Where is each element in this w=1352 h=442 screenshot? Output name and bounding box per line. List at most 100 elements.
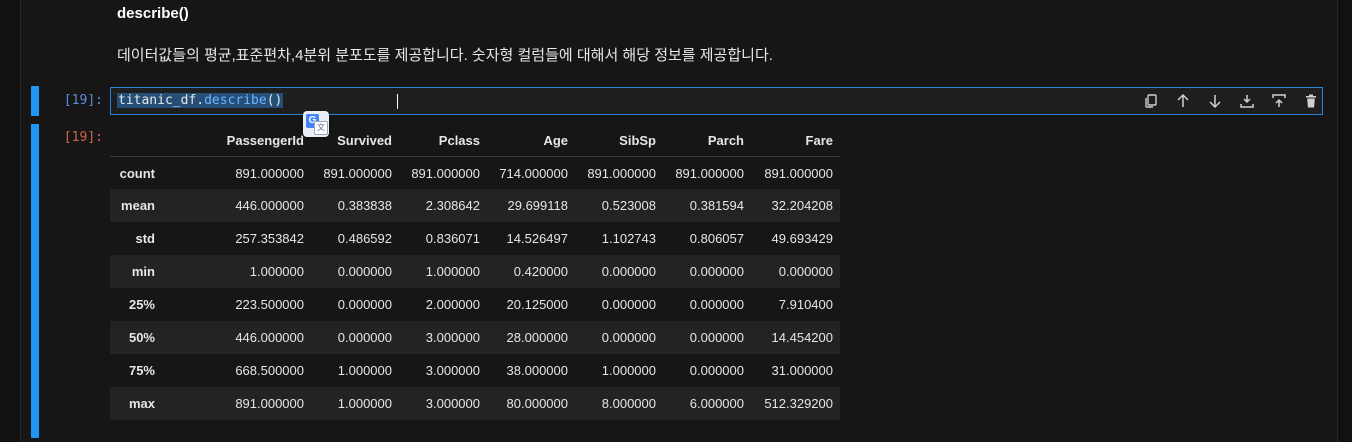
duplicate-icon [1145, 94, 1157, 108]
table-cell: 20.125000 [506, 297, 568, 312]
table-cell: 0.000000 [689, 330, 744, 345]
table-cell: 1.000000 [249, 264, 304, 279]
table-cell: 0.000000 [601, 330, 656, 345]
table-cell: 1.000000 [337, 363, 392, 378]
table-cell: 0.000000 [689, 264, 744, 279]
row-label: mean [121, 198, 155, 213]
row-label: min [131, 264, 155, 279]
table-cell: 446.000000 [235, 198, 304, 213]
table-cell: 2.000000 [425, 297, 480, 312]
table-cell: 446.000000 [235, 330, 304, 345]
table-cell: 0.000000 [337, 264, 392, 279]
translate-a-glyph: 文 [314, 121, 328, 135]
code-line[interactable]: titanic_df.describe() [117, 93, 284, 108]
markdown-text: 데이터값들의 평균,표준편차,4분위 분포도를 제공합니다. 숫자형 컬럼들에 … [117, 47, 773, 64]
insert-above-button[interactable] [1263, 91, 1295, 111]
table-cell: 28.000000 [506, 330, 568, 345]
table-cell: 2.308642 [425, 198, 480, 213]
table-cell: 0.836071 [425, 231, 480, 246]
table-cell: 512.329200 [764, 396, 833, 411]
table-cell: 14.526497 [506, 231, 568, 246]
table-cell: 0.000000 [778, 264, 833, 279]
table-cell: 0.000000 [601, 297, 656, 312]
code-parens: () [266, 93, 283, 108]
input-prompt: [19]: [63, 93, 103, 108]
table-cell: 1.000000 [425, 264, 480, 279]
describe-table: PassengerId Survived Pclass Age SibSp Parch Fa… [110, 126, 840, 420]
table-row: 50% 446.000000 0.000000 3.000000 28.000000 0.… [110, 321, 840, 354]
column-header: SibSp [575, 126, 663, 157]
text-cursor [397, 94, 398, 109]
input-collapser[interactable] [31, 86, 39, 116]
table-cell: 7.910400 [778, 297, 833, 312]
table-cell: 31.000000 [771, 363, 833, 378]
table-cell: 0.420000 [513, 264, 568, 279]
table-cell: 0.000000 [601, 264, 656, 279]
row-label: std [135, 231, 156, 246]
table-cell: 0.000000 [337, 297, 392, 312]
insert-below-button[interactable] [1231, 91, 1263, 111]
table-cell: 0.381594 [689, 198, 744, 213]
table-cell: 0.383838 [337, 198, 392, 213]
table-cell: 891.000000 [764, 166, 833, 182]
table-cell: 3.000000 [425, 330, 480, 345]
column-header: Age [487, 126, 575, 157]
table-cell: 14.454200 [771, 330, 833, 345]
insert-below-icon [1240, 95, 1254, 108]
row-label: 75% [128, 363, 155, 378]
table-row: mean 446.000000 0.383838 2.308642 29.699118 0… [110, 189, 840, 222]
code-editor[interactable]: titanic_df.describe() [110, 87, 1323, 115]
table-cell: 38.000000 [506, 363, 568, 378]
table-cell: 1.000000 [601, 363, 656, 378]
insert-above-icon [1272, 94, 1286, 107]
table-cell: 0.000000 [337, 330, 392, 345]
move-down-button[interactable] [1199, 91, 1231, 111]
table-cell: 1.102743 [601, 231, 656, 246]
table-cell: 6.000000 [689, 396, 744, 411]
table-row: count 891.000000 891.000000 891.000000 714.0… [110, 156, 840, 189]
table-cell: 49.693429 [771, 231, 833, 246]
output-prompt: [19]: [63, 130, 103, 145]
delete-icon [1306, 94, 1316, 108]
code-function: describe [204, 93, 267, 108]
table-cell: 257.353842 [235, 231, 304, 246]
table-cell: 32.204208 [771, 198, 833, 213]
row-label: max [128, 396, 155, 411]
table-row: 25% 223.500000 0.000000 2.000000 20.125000 0.… [110, 288, 840, 321]
column-header: Pclass [399, 126, 487, 157]
table-cell: 80.000000 [506, 396, 568, 411]
column-header: Fare [751, 126, 840, 157]
delete-cell-button[interactable] [1295, 91, 1327, 111]
table-row: max 891.000000 1.000000 3.000000 80.000000 8.… [110, 387, 840, 420]
table-cell: 891.000000 [411, 166, 480, 182]
table-cell: 891.000000 [235, 396, 304, 411]
table-cell: 891.000000 [323, 166, 392, 182]
table-row: std 257.353842 0.486592 0.836071 14.526497 1.… [110, 222, 840, 255]
output-area: PassengerId Survived Pclass Age SibSp Parch Fa… [110, 126, 840, 420]
table-cell: 29.699118 [507, 198, 569, 213]
cell-toolbar [1135, 91, 1327, 111]
table-cell: 891.000000 [675, 166, 744, 182]
move-down-icon [1209, 95, 1221, 109]
table-body: count 891.000000 891.000000 891.000000 714.0… [110, 156, 840, 420]
table-row: 75% 668.500000 1.000000 3.000000 38.000000 1.… [110, 354, 840, 387]
table-cell: 891.000000 [235, 166, 304, 182]
table-cell: 0.000000 [689, 363, 744, 378]
table-cell: 668.500000 [235, 363, 304, 378]
table-row: min 1.000000 0.000000 1.000000 0.420000 0.000… [110, 255, 840, 288]
table-cell: 0.523008 [601, 198, 656, 213]
duplicate-cell-button[interactable] [1135, 91, 1167, 111]
table-cell: 714.000000 [499, 166, 568, 182]
table-cell: 0.000000 [689, 297, 744, 312]
table-cell: 0.806057 [689, 231, 744, 246]
output-collapser[interactable] [31, 124, 39, 438]
code-variable: titanic_df. [118, 93, 205, 108]
row-label: 50% [128, 330, 155, 345]
row-label: 25% [128, 297, 155, 312]
index-header [110, 126, 162, 157]
table-cell: 891.000000 [587, 166, 656, 182]
translate-extension-icon[interactable]: G 文 [303, 111, 329, 137]
row-label: count [119, 166, 155, 182]
move-up-button[interactable] [1167, 91, 1199, 111]
table-cell: 223.500000 [235, 297, 304, 312]
